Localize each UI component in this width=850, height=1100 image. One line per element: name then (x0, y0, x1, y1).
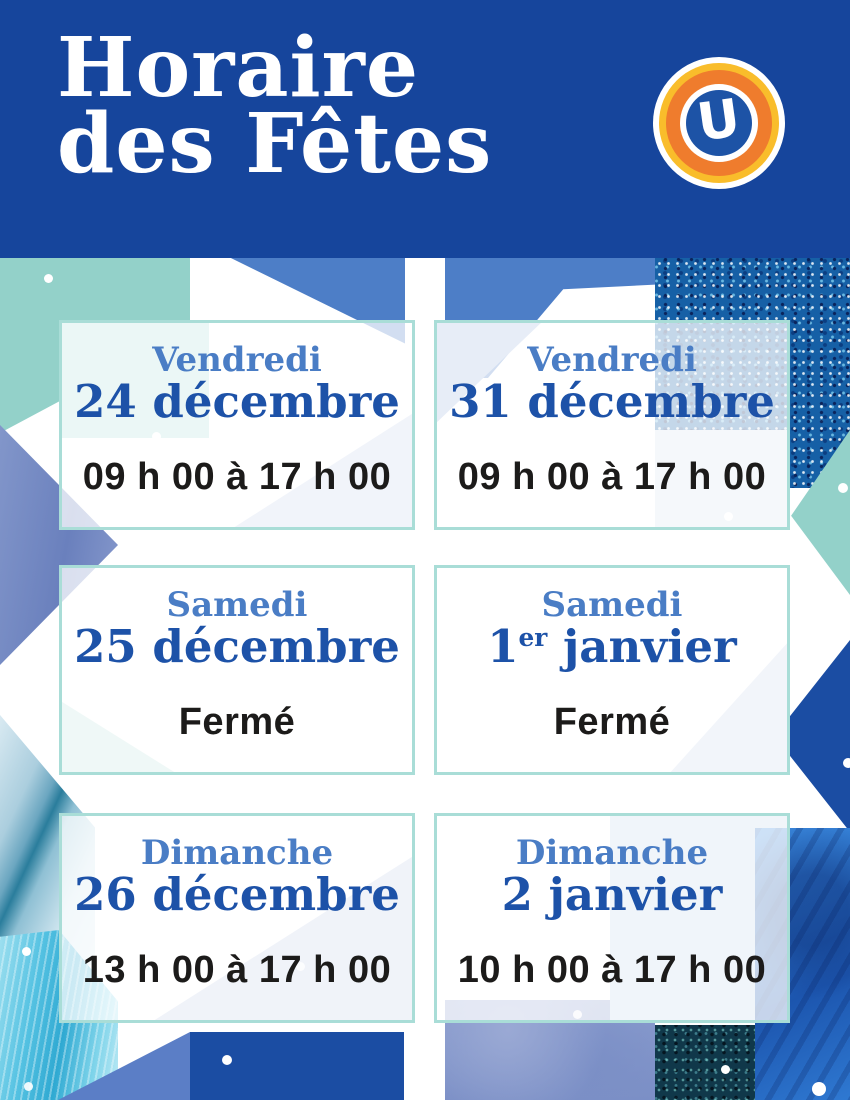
card-day: Dimanche (515, 833, 709, 873)
schedule-card-jan2: Dimanche 2 janvier 10 h 00 à 17 h 00 (434, 813, 790, 1023)
snow-dot (44, 274, 53, 283)
dark-blue-block-bottom (190, 1032, 404, 1100)
card-date: 24 décembre (74, 374, 400, 428)
snow-dot (838, 483, 848, 493)
snow-dot (843, 758, 850, 768)
card-status-closed: Fermé (553, 700, 671, 743)
card-day: Vendredi (527, 340, 697, 380)
snow-dot (721, 1065, 730, 1074)
snow-dot (50, 467, 59, 476)
schedule-card-jan1: Samedi 1er janvier Fermé (434, 565, 790, 775)
snow-dot (22, 947, 31, 956)
schedule-card-dec31: Vendredi 31 décembre 09 h 00 à 17 h 00 (434, 320, 790, 530)
card-hours: 09 h 00 à 17 h 00 (457, 455, 767, 498)
schedule-card-dec24: Vendredi 24 décembre 09 h 00 à 17 h 00 (59, 320, 415, 530)
brand-logo: U (653, 57, 785, 189)
card-date: 25 décembre (74, 619, 400, 673)
card-hours: 10 h 00 à 17 h 00 (457, 948, 767, 991)
dark-glitter-texture-bottom (655, 1025, 755, 1100)
card-date: 2 janvier (501, 867, 723, 921)
card-date: 26 décembre (74, 867, 400, 921)
card-hours: 13 h 00 à 17 h 00 (82, 948, 392, 991)
logo-rings: U (686, 88, 752, 156)
card-date: 31 décembre (449, 374, 775, 428)
poster-title: Horaire des Fêtes (57, 20, 493, 193)
logo-u-letter: U (693, 88, 744, 154)
card-day: Vendredi (152, 340, 322, 380)
schedule-card-dec25: Samedi 25 décembre Fermé (59, 565, 415, 775)
title-line-1: Horaire (57, 20, 420, 116)
card-day: Samedi (166, 585, 308, 625)
snow-dot (24, 1082, 33, 1091)
card-day: Dimanche (140, 833, 334, 873)
schedule-card-dec26: Dimanche 26 décembre 13 h 00 à 17 h 00 (59, 813, 415, 1023)
card-day: Samedi (541, 585, 683, 625)
snow-dot (812, 1082, 826, 1096)
snow-dot (222, 1055, 232, 1065)
card-hours: 09 h 00 à 17 h 00 (82, 455, 392, 498)
card-status-closed: Fermé (178, 700, 296, 743)
title-line-2: des Fêtes (57, 96, 493, 193)
card-date: 1er janvier (487, 619, 737, 673)
